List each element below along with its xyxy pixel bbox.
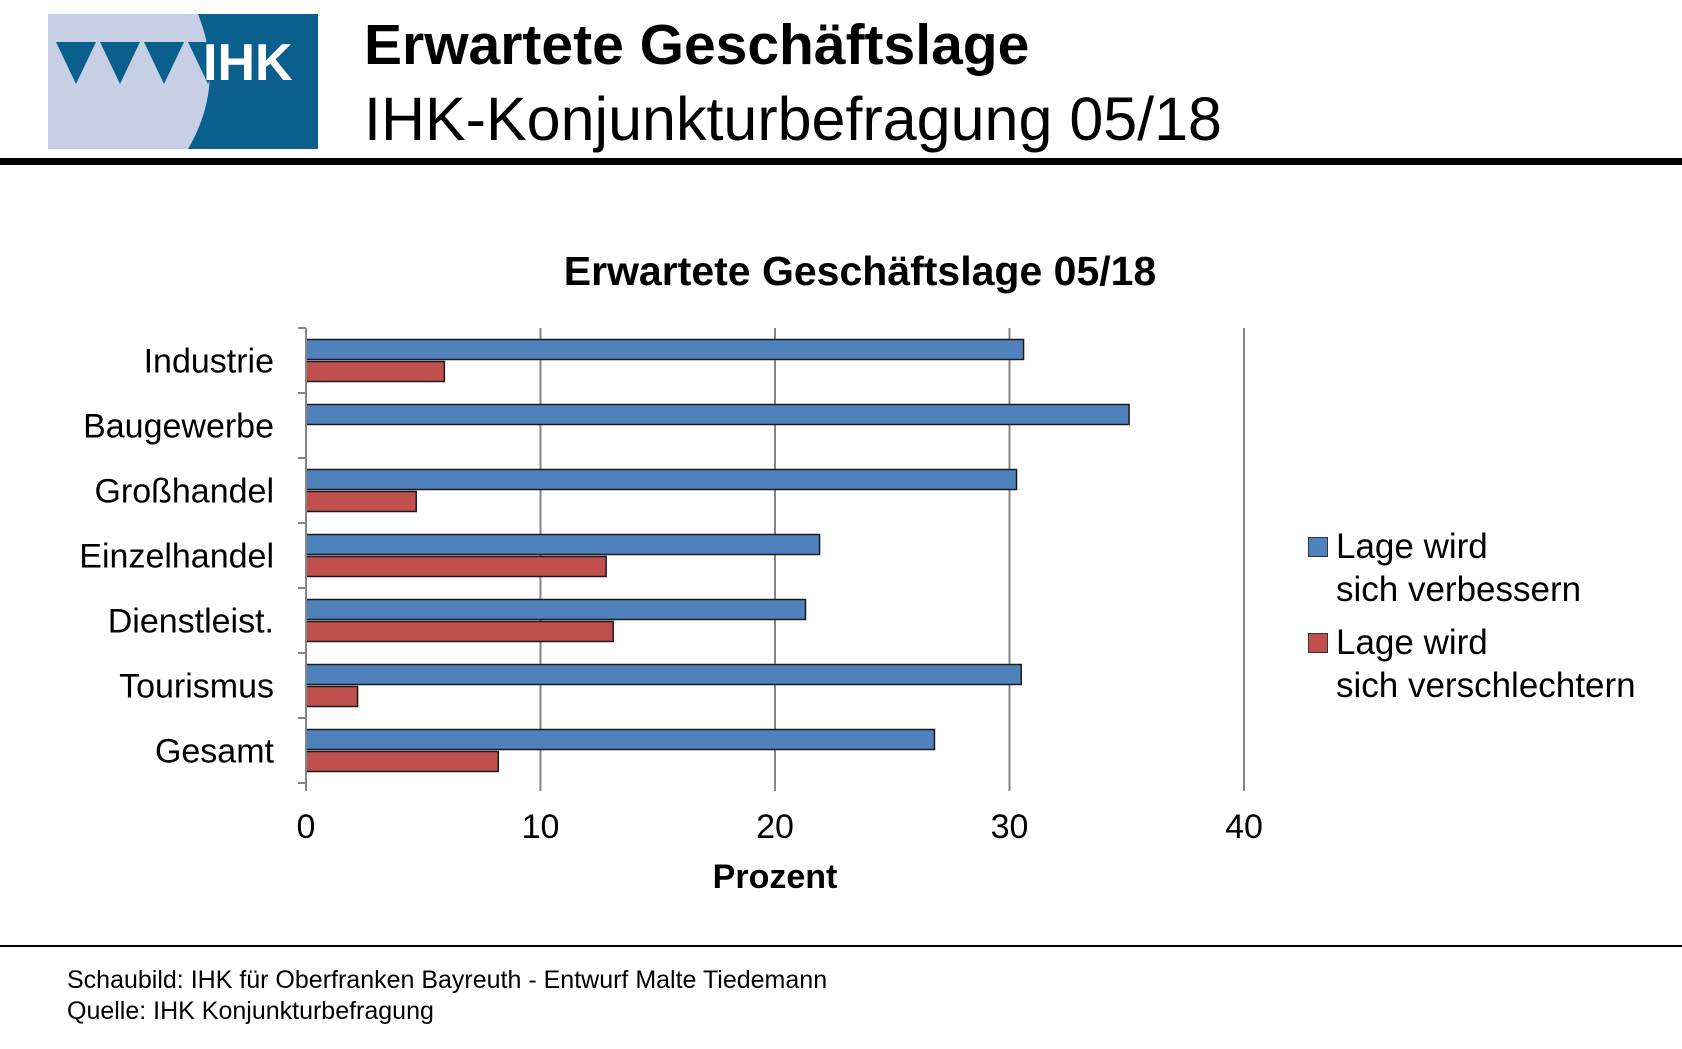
logo-text: IHK (203, 34, 293, 92)
category-label: Gesamt (155, 733, 275, 771)
bar-improve (305, 338, 1025, 361)
logo-triangle-icon (56, 42, 96, 84)
category-label: Baugewerbe (83, 408, 274, 446)
x-tick-label: 10 (522, 808, 560, 846)
bar-improve (305, 468, 1018, 491)
legend-swatch-worse (1308, 633, 1328, 653)
bar-improve (305, 533, 821, 556)
category-label: Großhandel (94, 473, 274, 511)
logo-triangle-icon (144, 42, 184, 84)
bar-improve (305, 728, 936, 751)
bar-worse (305, 685, 359, 708)
category-label: Industrie (144, 343, 274, 381)
category-label: Tourismus (119, 668, 274, 706)
x-tick-label: 0 (297, 808, 316, 846)
x-tick-label: 30 (991, 808, 1029, 846)
bar-worse (305, 620, 614, 643)
page-subtitle: IHK-Konjunkturbefragung 05/18 (364, 85, 1222, 153)
footer-credit: Schaubild: IHK für Oberfranken Bayreuth … (67, 966, 828, 994)
bar-improve (305, 663, 1022, 686)
chart-title: Erwartete Geschäftslage 05/18 (564, 248, 1157, 294)
legend-swatch-improve (1308, 537, 1328, 557)
page-title: Erwartete Geschäftslage (364, 13, 1030, 77)
bars-layer (305, 338, 1130, 773)
x-tick-label: 40 (1225, 808, 1263, 846)
footer: Schaubild: IHK für Oberfranken Bayreuth … (67, 965, 827, 1027)
category-label: Dienstleist. (108, 603, 274, 641)
axis-layer: 0 10 20 30 40 Industrie Baugewerbe Großhandel Ei… (79, 327, 1263, 846)
legend-item-improve: Lage wird sich verbessern (1308, 525, 1678, 611)
ihk-logo: IHK (48, 14, 318, 149)
x-tick-label: 20 (756, 808, 794, 846)
logo-triangle-icon (100, 42, 140, 84)
footer-divider (0, 945, 1682, 947)
footer-source: Quelle: IHK Konjunkturbefragung (67, 997, 434, 1025)
legend-label-improve: Lage wird sich verbessern (1336, 527, 1582, 609)
category-label: Einzelhandel (79, 538, 274, 576)
chart-legend: Lage wird sich verbessern Lage wird sich… (1308, 525, 1678, 717)
bar-worse (305, 490, 417, 513)
header-divider (0, 158, 1682, 165)
x-axis-label: Prozent (713, 858, 838, 896)
legend-label-worse: Lage wird sich verschlechtern (1336, 623, 1636, 705)
legend-item-worse: Lage wird sich verschlechtern (1308, 621, 1678, 707)
bar-worse (305, 360, 446, 383)
bar-worse (305, 555, 607, 578)
grid-layer (539, 328, 1245, 783)
bar-improve (305, 598, 807, 621)
logo-triangle-icon (188, 42, 228, 84)
bar-worse (305, 750, 500, 773)
bar-improve (305, 403, 1130, 426)
